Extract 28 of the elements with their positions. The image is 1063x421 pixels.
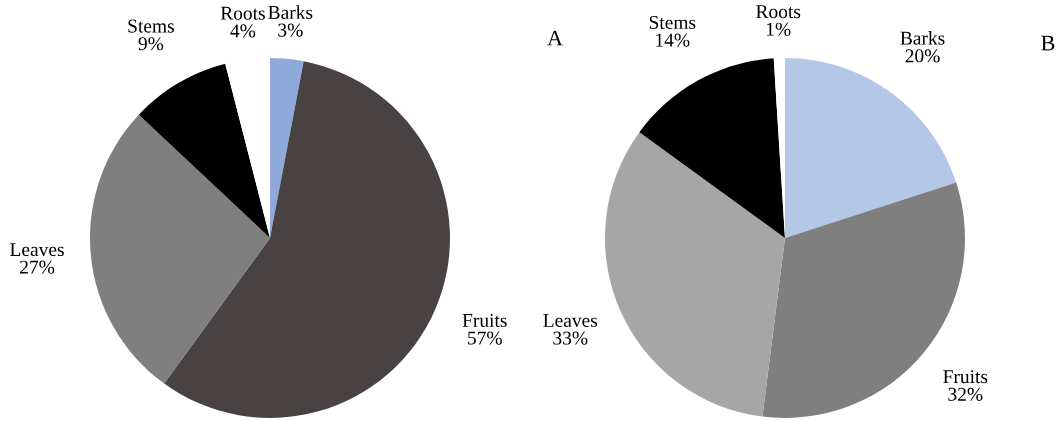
slice-label: Leaves [10,243,64,257]
data-label: 32% [948,387,983,401]
data-label: 1% [766,22,791,36]
slice-label: Barks [268,5,313,20]
pie-slice [90,114,270,384]
text: B [1041,35,1055,51]
slice-label: Fruits [462,313,507,327]
pie-slice [164,61,450,418]
text: A [547,30,563,46]
slice-label: Barks [900,31,945,45]
data-label: 57% [468,331,502,345]
slice-label: Fruits [943,370,988,384]
data-label: 4% [230,24,256,38]
slice-label: Stems [649,15,696,29]
pie-slice [270,58,304,238]
slice-label: Stems [128,19,174,33]
slice-label: Roots [220,6,265,20]
data-label: 27% [20,260,55,274]
pie-slice [605,132,785,417]
data-label: 20% [905,49,940,63]
data-label: 9% [138,37,164,51]
data-label: 14% [656,33,690,47]
data-label: 3% [278,23,303,37]
slice-label: Leaves [543,314,598,327]
data-label: 33% [553,331,588,345]
pie-slice [639,58,785,238]
slice-label: Roots [756,5,801,19]
pie-slice [138,63,270,238]
